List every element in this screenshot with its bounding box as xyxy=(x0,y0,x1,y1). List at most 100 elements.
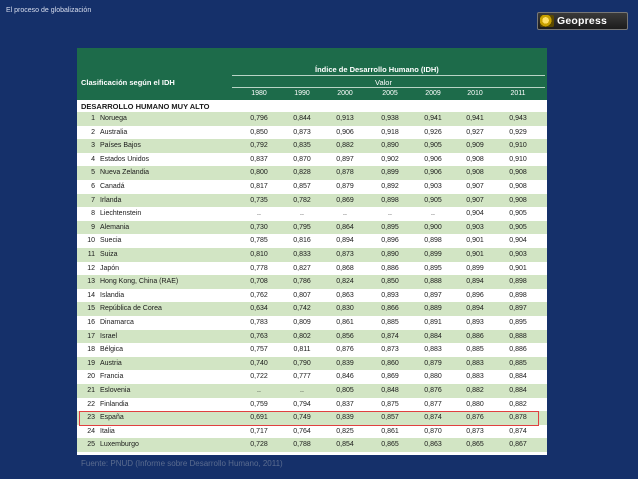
value-cell: 0,749 xyxy=(293,414,311,422)
value-cell: 0,839 xyxy=(336,414,354,422)
value-cell: 0,941 xyxy=(424,115,442,122)
value-cell: 0,880 xyxy=(424,373,442,381)
value-cell: 0,893 xyxy=(381,291,399,299)
rank-cell: 6 xyxy=(91,183,95,190)
table-row: 23 España 0,691 0,749 0,839 0,857 0,874 0,876 0,… xyxy=(77,411,547,425)
rank-cell: 21 xyxy=(87,387,95,394)
value-cell: 0,783 xyxy=(250,319,268,326)
value-cell: 0,904 xyxy=(466,210,484,218)
rank-cell: 9 xyxy=(91,223,95,231)
value-cell: 0,876 xyxy=(466,414,484,422)
value-cell: 0,782 xyxy=(293,196,311,204)
value-cell: 0,886 xyxy=(509,346,527,354)
value-cell: 0,906 xyxy=(424,169,442,177)
value-cell: 0,893 xyxy=(466,319,484,326)
table-title: Índice de Desarrollo Humano (IDH) xyxy=(315,65,439,74)
value-cell: 0,810 xyxy=(250,251,268,258)
value-cell: 0,717 xyxy=(250,427,268,435)
value-cell: 0,886 xyxy=(381,264,399,272)
table-header: Índice de Desarrollo Humano (IDH) Clasif… xyxy=(77,48,547,100)
value-cell: 0,908 xyxy=(466,169,484,177)
table-row: 24 Italia 0,717 0,764 0,825 0,861 0,870 0,873 0,… xyxy=(77,425,547,439)
value-cell: 0,888 xyxy=(424,278,442,286)
value-cell: 0,742 xyxy=(293,305,311,313)
table-row: 10 Suecia 0,785 0,816 0,894 0,896 0,898 0,901 0,… xyxy=(77,234,547,248)
value-cell: 0,846 xyxy=(336,373,354,381)
slide-title: El proceso de globalización xyxy=(6,7,92,14)
rank-cell: 25 xyxy=(87,441,95,449)
country-cell: Países Bajos xyxy=(100,142,141,150)
country-cell: Suecia xyxy=(100,237,122,245)
value-cell: 0,722 xyxy=(250,373,268,381)
value-cell: 0,938 xyxy=(381,115,399,122)
value-cell: 0,908 xyxy=(466,155,484,163)
value-cell: 0,895 xyxy=(509,319,527,326)
value-cell: .. xyxy=(431,210,435,218)
value-cell: 0,898 xyxy=(381,196,399,204)
value-cell: 0,828 xyxy=(293,169,311,177)
value-cell: 0,864 xyxy=(336,223,354,231)
value-cell: 0,878 xyxy=(509,414,527,422)
table-row: 2 Australia 0,850 0,873 0,906 0,918 0,926 0,927… xyxy=(77,126,547,140)
value-cell: .. xyxy=(257,387,261,394)
value-cell: 0,827 xyxy=(293,264,311,272)
value-cell: 0,905 xyxy=(509,210,527,218)
value-cell: 0,908 xyxy=(509,196,527,204)
value-cell: 0,868 xyxy=(336,264,354,272)
value-cell: 0,884 xyxy=(424,332,442,340)
value-cell: 0,885 xyxy=(509,359,527,367)
value-cell: 0,728 xyxy=(250,441,268,449)
value-cell: 0,740 xyxy=(250,359,268,367)
value-cell: 0,850 xyxy=(250,128,268,136)
value-cell: 0,786 xyxy=(293,278,311,286)
value-cell: 0,886 xyxy=(466,332,484,340)
value-cell: 0,816 xyxy=(293,237,311,245)
value-cell: 0,867 xyxy=(509,441,527,449)
table-row: 25 Luxemburgo 0,728 0,788 0,854 0,865 0,863 0,8… xyxy=(77,438,547,452)
year-header: 1980 xyxy=(251,90,267,97)
value-cell: 0,901 xyxy=(466,237,484,245)
value-cell: 0,888 xyxy=(509,332,527,340)
rank-cell: 18 xyxy=(87,346,95,354)
country-cell: Luxemburgo xyxy=(100,441,139,449)
highlight-box-espana xyxy=(79,411,539,426)
country-cell: Finlandia xyxy=(100,400,129,408)
rank-cell: 10 xyxy=(87,237,95,245)
value-cell: 0,900 xyxy=(424,223,442,231)
year-header: 2011 xyxy=(510,90,526,97)
value-header: Valor xyxy=(375,78,392,87)
table-row: 6 Canadá 0,817 0,857 0,879 0,892 0,903 0,907 0,9… xyxy=(77,180,547,194)
rank-cell: 22 xyxy=(87,400,95,408)
value-cell: 0,927 xyxy=(466,128,484,136)
value-cell: 0,790 xyxy=(293,359,311,367)
table-row: 7 Irlanda 0,735 0,782 0,869 0,898 0,905 0,907 0,… xyxy=(77,193,547,208)
value-cell: 0,839 xyxy=(336,359,354,367)
value-cell: 0,906 xyxy=(336,128,354,136)
rank-cell: 13 xyxy=(87,278,95,286)
value-cell: 0,901 xyxy=(466,251,484,258)
rank-cell: 3 xyxy=(91,142,95,150)
globe-icon xyxy=(540,15,554,27)
value-cell: 0,929 xyxy=(509,128,527,136)
year-header: 2009 xyxy=(425,90,441,97)
value-cell: 0,894 xyxy=(336,237,354,245)
value-cell: 0,879 xyxy=(336,183,354,190)
table-row: 14 Islandia 0,762 0,807 0,863 0,893 0,897 0,896… xyxy=(77,289,547,303)
year-header: 2010 xyxy=(467,90,483,97)
value-cell: 0,857 xyxy=(381,414,399,422)
value-cell: 0,825 xyxy=(336,427,354,435)
geopress-logo: Geopress xyxy=(537,12,628,30)
value-cell: 0,762 xyxy=(250,291,268,299)
value-cell: 0,889 xyxy=(424,305,442,313)
value-cell: 0,884 xyxy=(509,387,527,394)
rank-cell: 2 xyxy=(91,128,95,136)
value-cell: 0,785 xyxy=(250,237,268,245)
value-cell: 0,908 xyxy=(509,183,527,190)
value-cell: 0,874 xyxy=(424,414,442,422)
value-cell: 0,910 xyxy=(509,155,527,163)
value-cell: 0,892 xyxy=(381,183,399,190)
value-cell: 0,894 xyxy=(466,278,484,286)
value-cell: 0,837 xyxy=(336,400,354,408)
value-cell: 0,910 xyxy=(509,142,527,150)
value-cell: 0,873 xyxy=(293,128,311,136)
